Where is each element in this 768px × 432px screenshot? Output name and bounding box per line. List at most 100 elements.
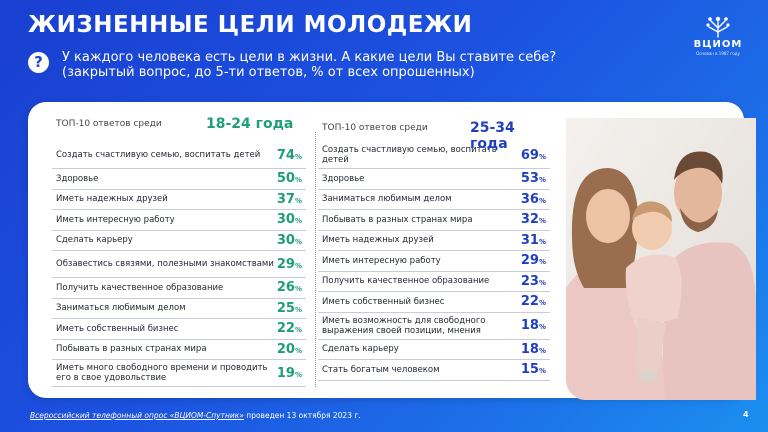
answer-label: Получить качественное образование: [322, 276, 490, 287]
age-group-label: 18-24 года: [206, 116, 294, 132]
percent-value: 74: [276, 147, 295, 163]
column-prefix: ТОП-10 ответов среди: [322, 123, 428, 133]
column-divider: [315, 132, 316, 387]
family-photo: [566, 118, 756, 400]
percent-sign: %: [538, 196, 546, 205]
percent-value: 37: [276, 191, 295, 207]
percent-sign: %: [294, 152, 302, 161]
answer-label: Сделать карьеру: [56, 235, 133, 246]
answer-percent: 31%: [521, 233, 546, 248]
logo-tree-icon: [706, 16, 730, 38]
answer-label: Обзавестись связями, полезными знакомств…: [56, 259, 274, 269]
percent-value: 22: [276, 321, 295, 337]
result-row: Иметь надежных друзей 31%: [318, 231, 550, 251]
percent-sign: %: [294, 326, 302, 335]
column-25-34: ТОП-10 ответов среди 25-34 года Создать …: [318, 116, 550, 381]
percent-value: 26: [276, 280, 295, 296]
vciom-logo: ВЦИОМ Основан в 1987 году: [688, 14, 748, 56]
answer-percent: 18%: [521, 342, 546, 357]
percent-value: 31: [520, 232, 539, 248]
question-icon: ?: [28, 52, 49, 73]
answer-label: Иметь возможность для свободного выражен…: [322, 315, 486, 336]
percent-value: 20: [276, 341, 295, 357]
answer-label: Заниматься любимым делом: [56, 303, 186, 314]
logo-subtitle: Основан в 1987 году: [696, 51, 740, 56]
percent-sign: %: [538, 278, 546, 287]
result-row: Стать богатым человеком 15%: [318, 360, 550, 381]
answer-percent: 36%: [521, 192, 546, 207]
percent-value: 50: [276, 171, 295, 187]
answer-percent: 23%: [521, 274, 546, 289]
page-title: ЖИЗНЕННЫЕ ЦЕЛИ МОЛОДЕЖИ: [28, 12, 473, 38]
column-header: ТОП-10 ответов среди 25-34 года: [318, 116, 550, 152]
percent-value: 18: [520, 341, 539, 357]
percent-value: 18: [520, 318, 539, 333]
answer-percent: 30%: [277, 212, 302, 227]
answer-percent: 15%: [521, 362, 546, 377]
percent-sign: %: [538, 367, 546, 376]
result-row: Иметь собственный бизнес 22%: [52, 319, 306, 340]
answer-percent: 74%: [277, 148, 302, 163]
answer-percent: 32%: [521, 212, 546, 227]
result-row: Иметь возможность для свободного выражен…: [318, 313, 550, 340]
answer-percent: 30%: [277, 233, 302, 248]
result-row: Обзавестись связями, полезными знакомств…: [52, 251, 306, 278]
result-row: Заниматься любимым делом 25%: [52, 299, 306, 319]
answer-percent: 20%: [277, 342, 302, 357]
result-row: Сделать карьеру 30%: [52, 231, 306, 251]
column-prefix: ТОП-10 ответов среди: [56, 119, 162, 129]
percent-value: 53: [520, 171, 539, 187]
answer-percent: 22%: [277, 321, 302, 336]
logo-name: ВЦИОМ: [693, 39, 743, 50]
answer-percent: 25%: [277, 301, 302, 316]
result-row: Получить качественное образование 23%: [318, 272, 550, 292]
answer-label: Заниматься любимым делом: [322, 194, 452, 205]
answer-label: Иметь надежных друзей: [56, 194, 168, 205]
percent-value: 15: [520, 362, 539, 378]
answer-label: Иметь интересную работу: [322, 255, 441, 266]
answer-percent: 53%: [521, 171, 546, 186]
answer-label: Иметь много свободного времени и проводи…: [56, 363, 268, 383]
result-row: Получить качественное образование 26%: [52, 278, 306, 299]
percent-sign: %: [538, 176, 546, 185]
answer-label: Иметь собственный бизнес: [322, 296, 445, 307]
percent-sign: %: [294, 217, 302, 226]
answer-percent: 50%: [277, 171, 302, 186]
column-header: ТОП-10 ответов среди 18-24 года: [52, 116, 306, 142]
answer-label: Иметь надежных друзей: [322, 235, 434, 246]
percent-sign: %: [294, 346, 302, 355]
answer-percent: 26%: [277, 280, 302, 295]
percent-value: 19: [276, 365, 295, 381]
source-link[interactable]: Всероссийский телефонный опрос «ВЦИОМ-Сп…: [30, 411, 244, 420]
age-group-label: 25-34 года: [470, 120, 515, 152]
answer-percent: 29%: [277, 257, 302, 272]
percent-value: 36: [520, 191, 539, 207]
answer-percent: 18%: [521, 318, 546, 333]
result-row: Иметь надежных друзей 37%: [52, 190, 306, 210]
answer-percent: 29%: [521, 253, 546, 268]
percent-sign: %: [294, 285, 302, 294]
percent-sign: %: [538, 346, 546, 355]
result-row: Заниматься любимым делом 36%: [318, 190, 550, 210]
percent-value: 22: [520, 294, 539, 310]
result-row: Иметь интересную работу 30%: [52, 210, 306, 231]
percent-sign: %: [294, 176, 302, 185]
answer-label: Сделать карьеру: [322, 344, 399, 355]
column-18-24: ТОП-10 ответов среди 18-24 года Создать …: [52, 116, 306, 387]
answer-label: Создать счастливую семью, воспитать дете…: [322, 145, 497, 165]
answer-percent: 69%: [521, 148, 546, 163]
answer-percent: 19%: [277, 366, 302, 381]
result-row: Иметь много свободного времени и проводи…: [52, 360, 306, 387]
answer-label: Здоровье: [56, 173, 99, 184]
survey-question: У каждого человека есть цели в жизни. А …: [62, 50, 622, 80]
answer-label: Побывать в разных странах мира: [56, 344, 207, 355]
answer-label: Создать счастливую семью, воспитать дете…: [56, 150, 261, 160]
answer-label: Иметь собственный бизнес: [56, 323, 179, 334]
result-row: Иметь собственный бизнес 22%: [318, 292, 550, 313]
answer-label: Стать богатым человеком: [322, 364, 440, 375]
percent-sign: %: [294, 237, 302, 246]
footer-source: Всероссийский телефонный опрос «ВЦИОМ-Сп…: [30, 411, 361, 420]
percent-value: 30: [276, 212, 295, 228]
percent-sign: %: [538, 299, 546, 308]
question-text: У каждого человека есть цели в жизни. А …: [62, 50, 557, 65]
